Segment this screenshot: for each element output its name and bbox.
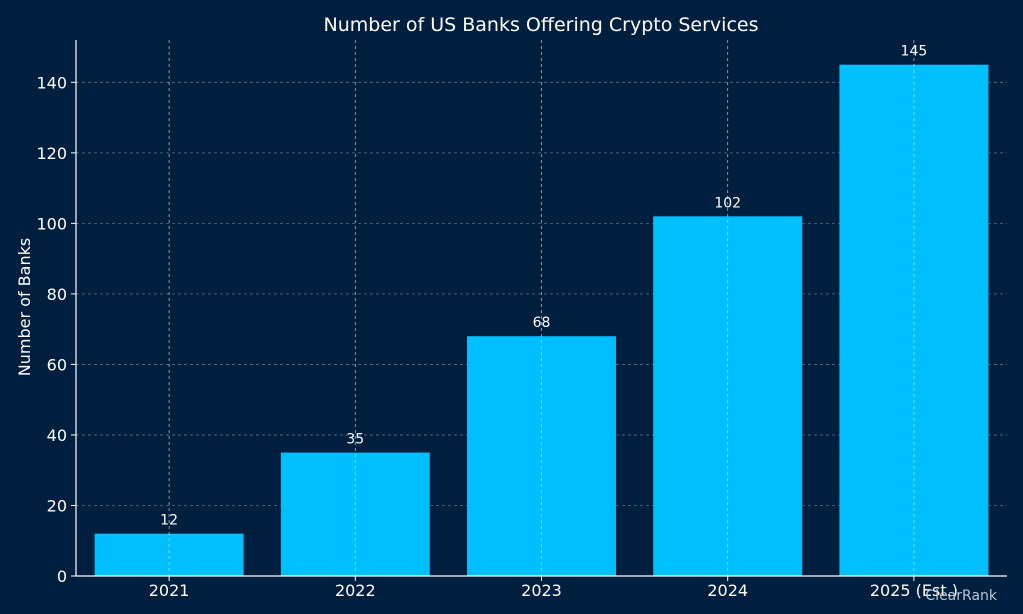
chart-title: Number of US Banks Offering Crypto Servi…	[324, 14, 759, 36]
y-tick-label: 60	[47, 355, 67, 374]
x-tick-label: 2025 (Est.)	[870, 581, 958, 600]
data-labels: 12 35 68 102 145	[160, 44, 927, 529]
vertical-grid-lines	[168, 40, 915, 576]
x-tick-label: 2024	[707, 581, 748, 600]
y-tick-label: 20	[47, 496, 67, 515]
data-label: 145	[901, 44, 928, 60]
y-axis-label: Number of Banks	[15, 238, 34, 376]
data-label: 68	[533, 315, 551, 331]
bar-2025-est	[839, 64, 989, 577]
y-tick-label: 80	[47, 285, 67, 304]
x-tick-label: 2021	[149, 581, 190, 600]
y-tick-label: 140	[36, 73, 67, 92]
x-tick-label: 2022	[335, 581, 376, 600]
y-tick-label: 0	[57, 567, 67, 586]
y-tick-label: 120	[36, 144, 67, 163]
x-tick-label: 2023	[521, 581, 562, 600]
data-label: 102	[714, 195, 741, 211]
axes: 0 20 40 60 80 100 120 140 2021 2022 2023 2024 2025 (…	[36, 40, 1007, 600]
y-tick-label: 100	[36, 214, 67, 233]
data-label: 35	[346, 432, 364, 448]
data-label: 12	[160, 513, 178, 529]
watermark-text: ClearRank	[925, 588, 997, 604]
y-tick-label: 40	[47, 426, 67, 445]
